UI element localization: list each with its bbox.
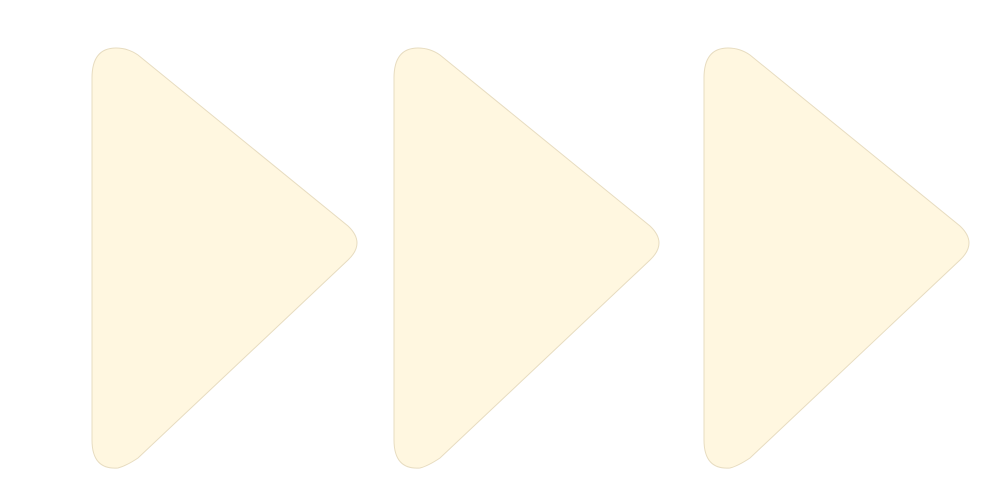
play-arrow-icon-1 bbox=[80, 0, 380, 500]
play-arrow-icon-3 bbox=[692, 0, 992, 500]
play-arrow-shape bbox=[91, 47, 358, 469]
play-arrow-shape bbox=[703, 47, 970, 469]
play-arrow-icon-2 bbox=[382, 0, 682, 500]
play-arrow-shape bbox=[393, 47, 660, 469]
